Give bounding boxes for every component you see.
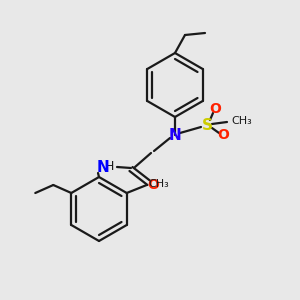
Text: O: O xyxy=(217,128,229,142)
Text: N: N xyxy=(169,128,182,142)
Text: O: O xyxy=(209,102,221,116)
Text: S: S xyxy=(202,118,212,133)
Text: H: H xyxy=(104,160,114,172)
Text: O: O xyxy=(147,178,159,192)
Text: CH₃: CH₃ xyxy=(231,116,252,126)
Text: N: N xyxy=(97,160,110,175)
Text: CH₃: CH₃ xyxy=(149,179,170,189)
